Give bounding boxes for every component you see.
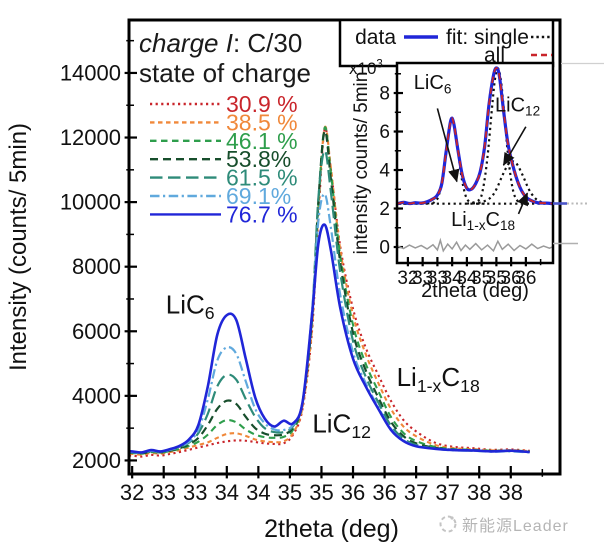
inset-legend-label-all: all	[484, 44, 505, 67]
x-tick-label: 33	[151, 480, 175, 505]
y-tick-label: 6	[379, 122, 390, 143]
inset-label-Li1-xC18-arrow	[517, 192, 529, 215]
x-tick-label: 36	[341, 480, 365, 505]
label-LiC6: LiC6​	[166, 290, 215, 324]
y-tick-label: 14000	[60, 60, 121, 85]
y-tick-label: 6000	[72, 319, 121, 344]
inset-scale-label: x103​	[349, 59, 383, 78]
series-38.5pct	[128, 125, 530, 456]
legend-label-30.9pct: 30.9 %	[226, 91, 298, 117]
watermark-text: 新能源Leader	[462, 517, 569, 535]
main-x-axis-title: 2theta (deg)	[264, 515, 399, 543]
inset-legend-label-data: data	[355, 26, 396, 49]
main-y-axis-title: Intensity (counts/ 5min)	[5, 123, 32, 371]
legend-label-38.5pct: 38.5 %	[226, 109, 298, 135]
x-tick-label: 35	[278, 480, 302, 505]
label-LiC12: LiC12​	[312, 408, 371, 442]
inset-frame	[395, 61, 555, 265]
y-tick-label: 12000	[60, 125, 121, 150]
x-tick-label: 34	[442, 268, 464, 289]
watermark: 新能源Leader	[439, 515, 569, 535]
inset-legend-label-fit-single: fit: single	[446, 26, 529, 49]
label-Li1-xC18: Li1-x​C18​	[397, 362, 480, 396]
x-tick-label: 34	[456, 268, 478, 289]
inset-residual-line	[397, 237, 554, 253]
legend-label-53.8pct: 53.8%	[226, 146, 291, 172]
x-tick-label: 33	[427, 268, 448, 289]
inset-y-axis-title: intensity counts/ 5min	[351, 72, 372, 255]
x-tick-label: 32	[397, 268, 418, 289]
legend-label-76.7pct: 76.7 %	[226, 201, 298, 227]
x-tick-label: 38	[467, 480, 491, 505]
x-tick-label: 36	[372, 480, 396, 505]
inset-label-LiC6: LiC6​	[414, 72, 452, 96]
x-tick-label: 32	[120, 480, 144, 505]
main-plot: 32 33 33 34 34 35 35 36 36 37 37 38 3820004000600080…	[5, 18, 562, 543]
legend-label-69.1pct: 69.1%	[226, 183, 291, 209]
y-tick-label: 8	[379, 83, 390, 104]
y-tick-label: 0	[379, 237, 390, 258]
watermark-logo-dot	[450, 516, 454, 520]
legend-label-46.1pct: 46.1 %	[226, 128, 298, 154]
x-tick-label: 35	[471, 268, 492, 289]
inset-legend-box	[338, 18, 555, 68]
x-tick-label: 36	[515, 268, 536, 289]
series-30.9pct	[128, 127, 530, 458]
x-tick-label: 37	[404, 480, 428, 505]
inset-series-fit-all	[397, 67, 554, 205]
legend-title-charge-rate: charge I: C/30	[139, 28, 302, 58]
overflow-artifacts	[553, 62, 604, 245]
x-tick-label: 35	[486, 268, 507, 289]
x-tick-label: 37	[435, 480, 459, 505]
x-tick-label: 34	[246, 480, 270, 505]
inset-x-axis-title: 2theta (deg)	[421, 280, 529, 302]
y-tick-label: 8000	[72, 254, 121, 279]
y-tick-label: 10000	[60, 190, 121, 215]
watermark-logo-icon	[439, 515, 457, 533]
y-tick-label: 2000	[72, 448, 121, 473]
inset-label-LiC12: LiC12​	[495, 94, 540, 118]
x-tick-label: 35	[309, 480, 333, 505]
inset-background	[397, 63, 553, 263]
x-tick-label: 36	[501, 268, 522, 289]
inset-label-LiC12-arrow	[502, 126, 527, 166]
y-tick-label: 2	[379, 199, 390, 220]
legend-title-state-of-charge: state of charge	[139, 58, 311, 88]
inset-label-LiC6-arrow	[436, 108, 460, 183]
x-tick-label: 33	[183, 480, 207, 505]
x-tick-label: 33	[412, 268, 433, 289]
x-tick-label: 38	[499, 480, 523, 505]
series-76.7pct	[128, 223, 530, 454]
legend-label-61.5pct: 61.5 %	[226, 165, 298, 191]
inset-label-Li1-xC18: Li1-x​C18​	[451, 209, 515, 233]
y-tick-label: 4000	[72, 383, 121, 408]
y-tick-label: 4	[379, 160, 390, 181]
x-tick-label: 34	[215, 480, 239, 505]
